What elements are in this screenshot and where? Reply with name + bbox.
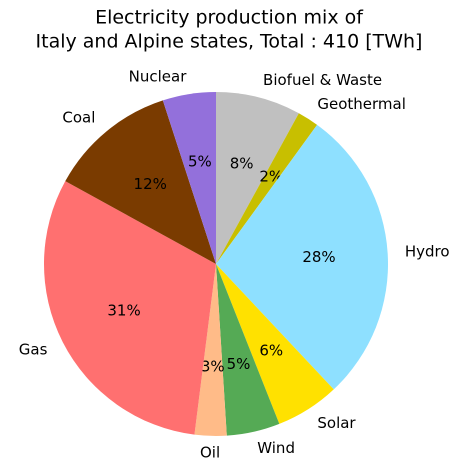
category-label: Biofuel & Waste [263,71,382,89]
pie-slice [194,264,227,436]
category-label: Oil [200,444,220,461]
value-label: 3% [201,358,225,376]
category-label: Nuclear [129,68,188,86]
value-label: 28% [302,248,335,266]
category-label: Solar [317,414,356,432]
value-label: 8% [230,155,254,173]
value-label: 5% [227,355,251,373]
category-label: Geothermal [317,95,406,113]
category-label: Gas [19,340,48,358]
category-label: Hydro [405,243,450,261]
chart-title: Electricity production mix of [95,7,364,29]
pie-slice [216,264,334,424]
value-label: 12% [134,175,167,193]
pie-slice [216,92,299,264]
value-label: 31% [107,301,140,319]
chart-title: Italy and Alpine states, Total : 410 [TW… [36,31,423,53]
value-label: 5% [188,153,212,171]
pie-slice [44,181,217,435]
pie-slice [216,264,280,436]
pie-slice [162,92,216,264]
pie-slice [216,124,388,390]
value-label: 6% [259,342,283,360]
category-label: Wind [257,439,295,457]
category-label: Coal [62,109,95,127]
pie-slice [216,113,318,264]
pie-slice [65,100,216,265]
